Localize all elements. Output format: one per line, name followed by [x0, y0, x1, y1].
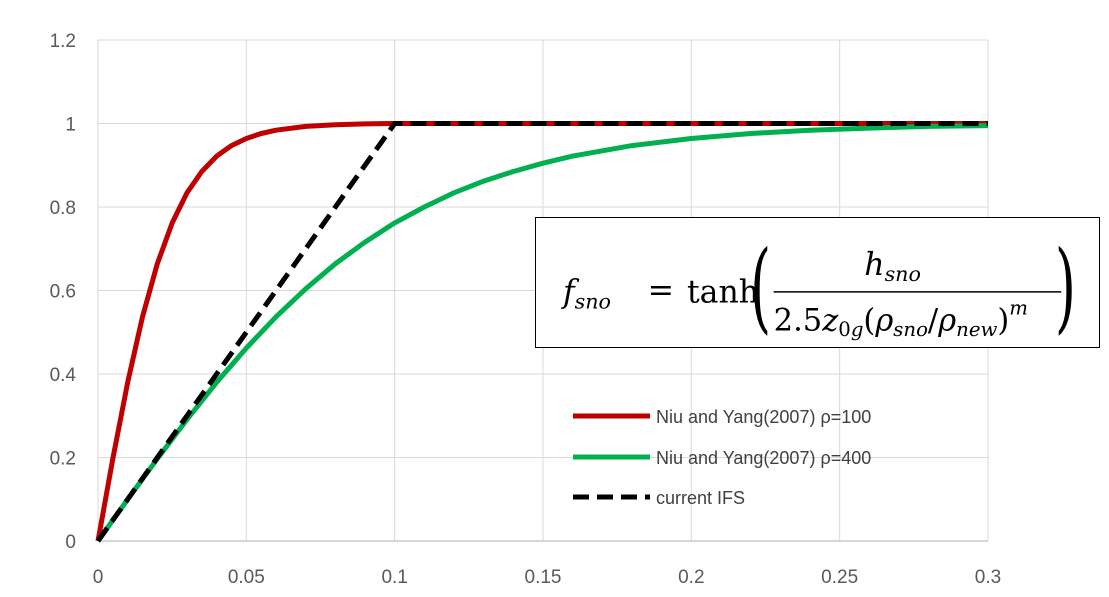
x-tick-label: 0.2 — [678, 567, 704, 588]
series-line-2 — [95, 123, 989, 543]
series-lines — [95, 121, 989, 543]
y-tick-label: 1.2 — [50, 31, 76, 52]
axes: 0 0.05 0.1 0.15 0.2 0.25 0.3 0 0.2 0.4 0.6 0.8 1 1.2 — [50, 31, 1002, 588]
y-tick-label: 1 — [65, 115, 76, 136]
x-tick-label: 0.1 — [381, 567, 407, 588]
svg-text:fsno: fsno — [561, 275, 611, 314]
legend-label-2: Niu and Yang(2007) ρ=400 — [656, 448, 871, 468]
x-tick-label: 0.25 — [821, 567, 858, 588]
y-tick-label: 0.6 — [50, 282, 76, 303]
svg-text:): ) — [1055, 229, 1076, 344]
y-tick-label: 0.2 — [50, 449, 76, 470]
y-tick-label: 0.4 — [50, 365, 77, 386]
x-tick-label: 0.15 — [525, 567, 562, 588]
svg-text:=: = — [648, 273, 674, 309]
svg-text:hsno: hsno — [864, 247, 921, 286]
equation-box: fsno = tanh ( hsno 2.5z0g(ρsno/ρnew)m ) — [535, 217, 1100, 348]
x-tick-label: 0.05 — [228, 567, 265, 588]
svg-text:(: ( — [750, 229, 771, 344]
svg-text:2.5z0g(ρsno/ρnew)m: 2.5z0g(ρsno/ρnew)m — [774, 297, 1028, 342]
svg-text:tanh: tanh — [687, 275, 759, 311]
snow-fraction-equation: fsno = tanh ( hsno 2.5z0g(ρsno/ρnew)m ) — [561, 229, 1076, 344]
y-tick-label: 0.8 — [50, 198, 76, 219]
legend-label-3: current IFS — [656, 488, 745, 508]
x-tick-label: 0 — [93, 567, 104, 588]
legend-label-1: Niu and Yang(2007) ρ=100 — [656, 407, 871, 427]
x-tick-label: 0.3 — [975, 567, 1001, 588]
legend: Niu and Yang(2007) ρ=100 Niu and Yang(200… — [573, 407, 871, 508]
y-tick-label: 0 — [65, 532, 76, 553]
series-line-3 — [95, 121, 988, 543]
